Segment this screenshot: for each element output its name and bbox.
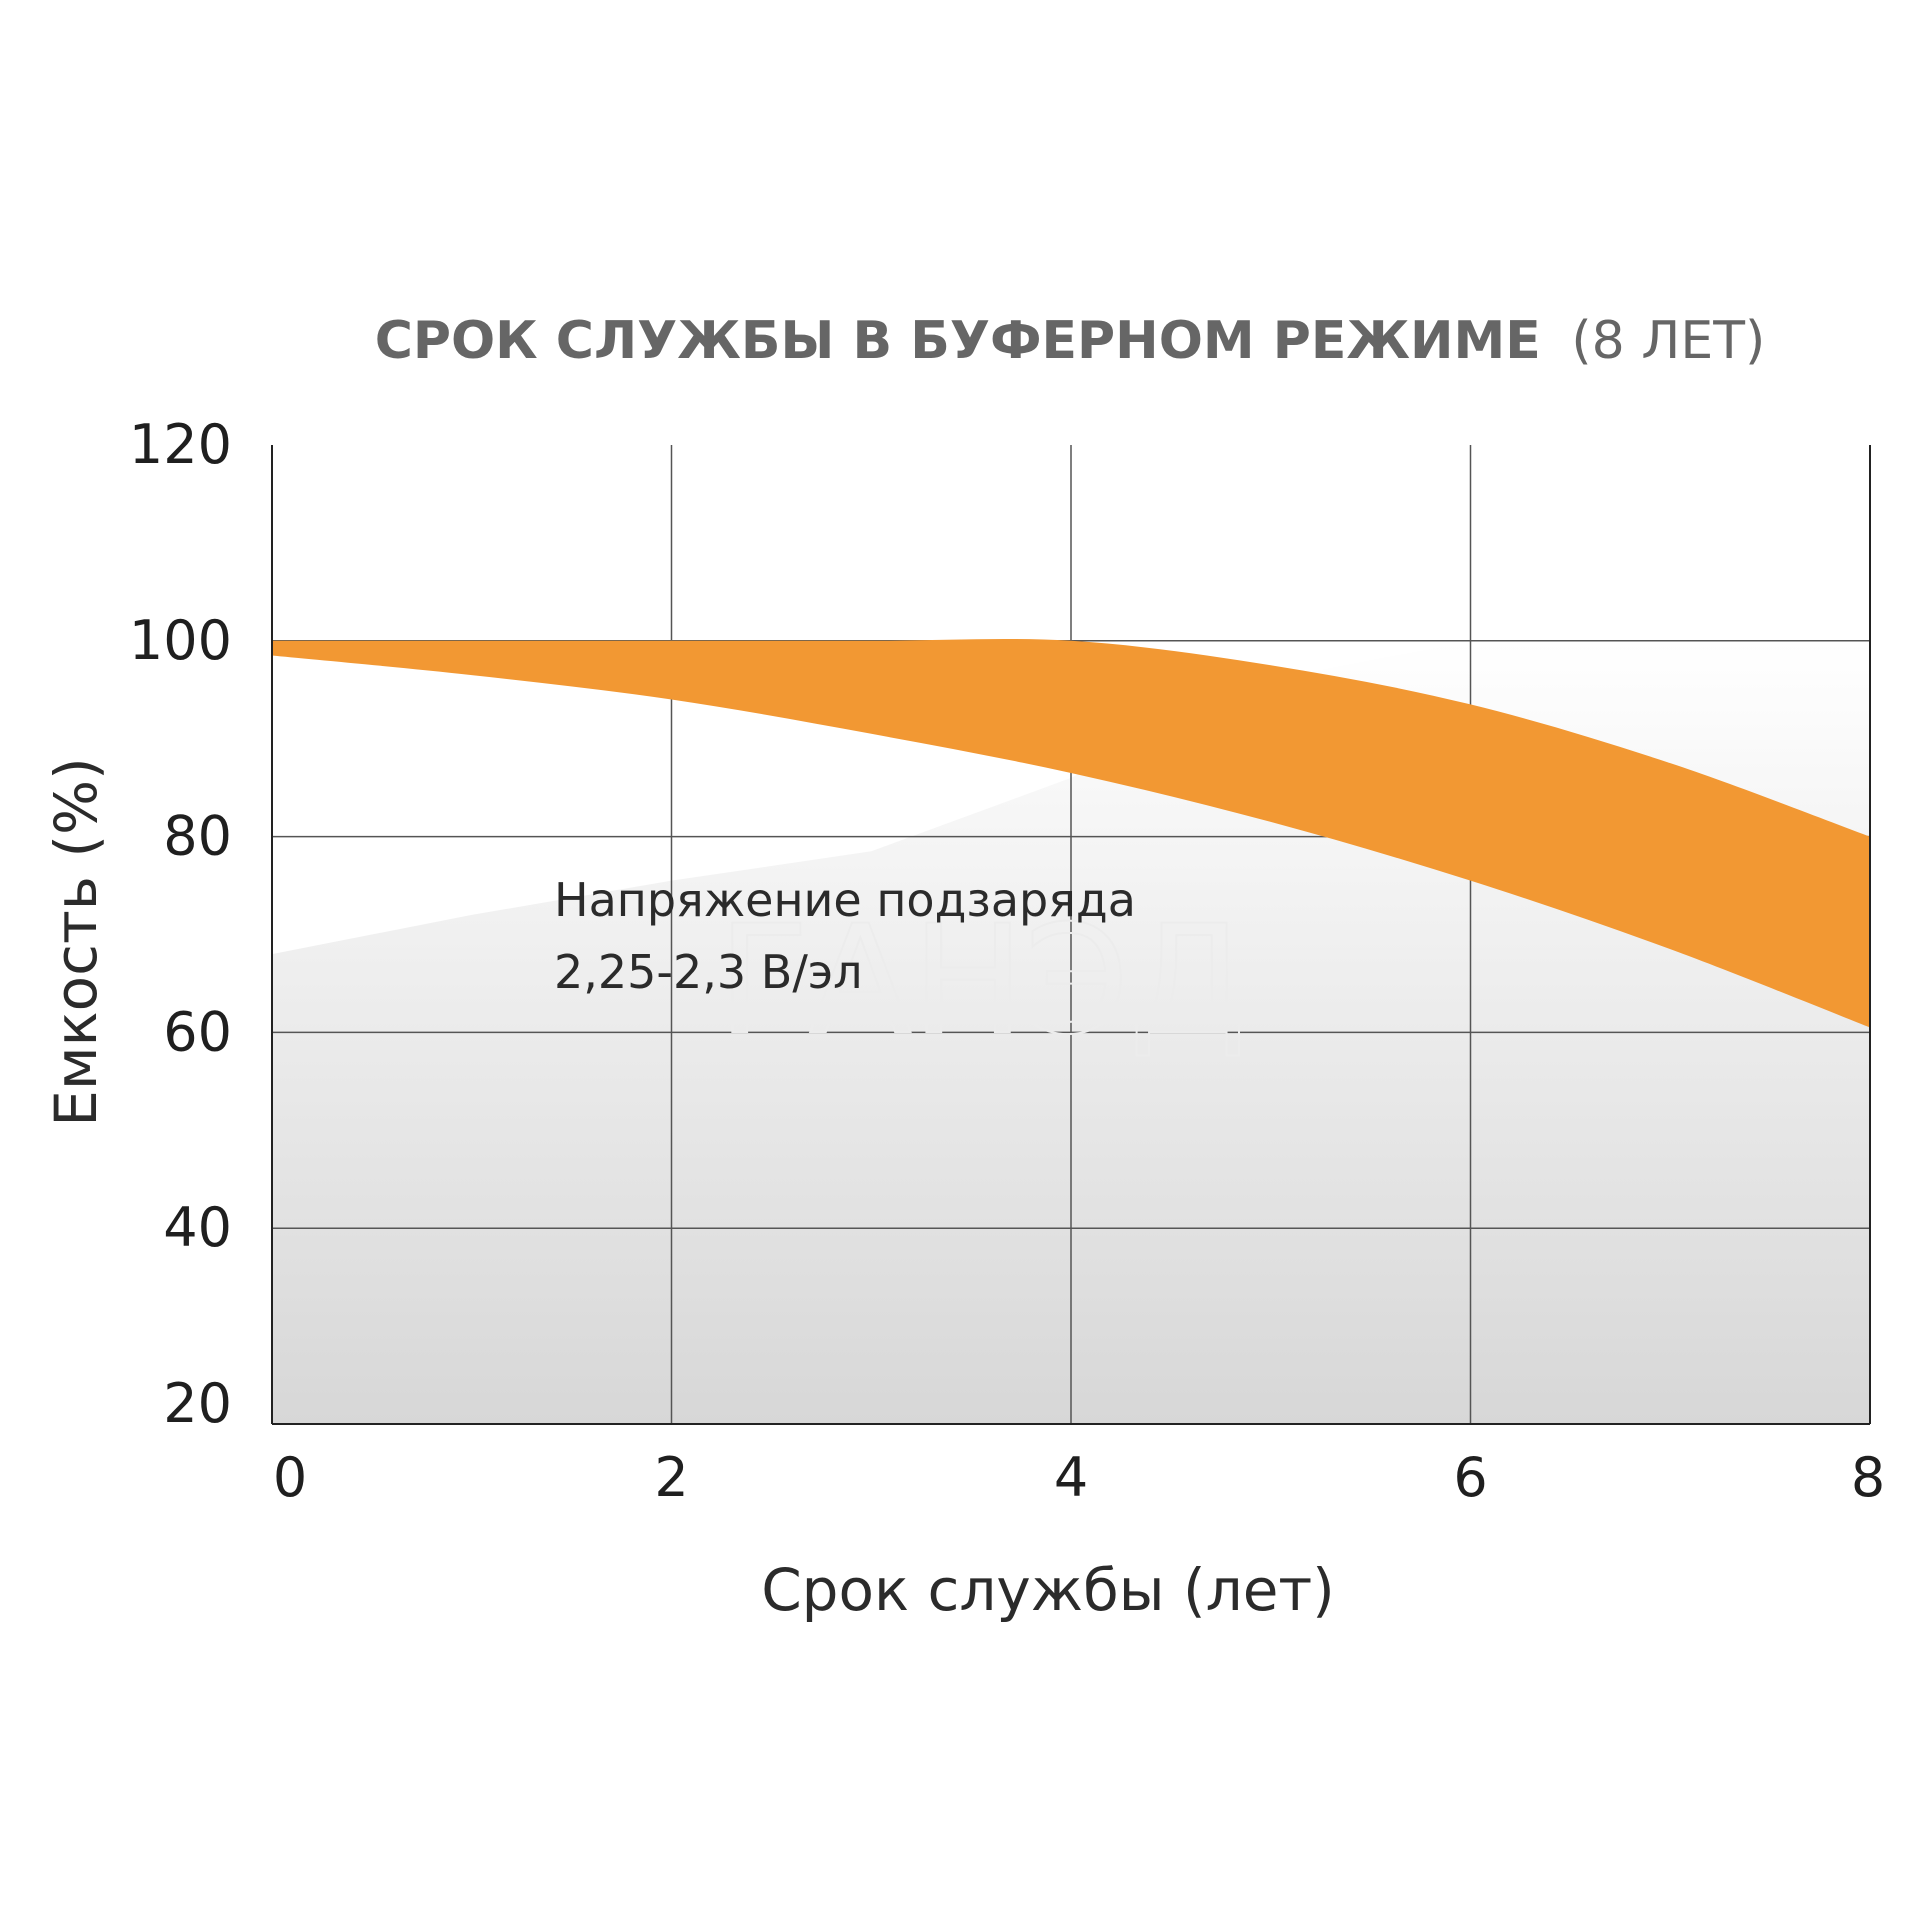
y-tick-label-60: 60 bbox=[163, 1000, 232, 1063]
watermark-text: ГАНЭД bbox=[718, 894, 1247, 1068]
y-tick-label-80: 80 bbox=[163, 805, 232, 868]
y-tick-label-40: 40 bbox=[163, 1196, 232, 1259]
y-axis-label: Емкость (%) bbox=[42, 757, 110, 1127]
x-tick-label-8: 8 bbox=[1851, 1446, 1885, 1509]
annotation-line-1: Напряжение подзаряда bbox=[554, 873, 1136, 927]
plot-area: 20 40 60 80 100 120 0 2 4 6 8 bbox=[129, 413, 1885, 1509]
capacity-band bbox=[272, 638, 1870, 1028]
x-axis-label: Срок службы (лет) bbox=[761, 1556, 1335, 1624]
x-tick-labels: 0 2 4 6 8 bbox=[273, 1446, 1885, 1509]
y-tick-label-100: 100 bbox=[129, 609, 232, 672]
x-tick-label-2: 2 bbox=[654, 1446, 688, 1509]
x-tick-label-6: 6 bbox=[1453, 1446, 1487, 1509]
x-tick-label-0: 0 bbox=[273, 1446, 307, 1509]
chart-title-suffix: (8 ЛЕТ) bbox=[1571, 311, 1765, 371]
y-tick-labels: 20 40 60 80 100 120 bbox=[129, 413, 232, 1435]
annotation-line-2: 2,25-2,3 В/эл bbox=[554, 945, 863, 999]
annotation-text: Напряжение подзаряда 2,25-2,3 В/эл bbox=[554, 873, 1151, 999]
x-tick-label-4: 4 bbox=[1054, 1446, 1088, 1509]
y-tick-label-120: 120 bbox=[129, 413, 232, 476]
grid-lines bbox=[272, 445, 1870, 1424]
y-tick-label-20: 20 bbox=[163, 1372, 232, 1435]
chart-title: СРОК СЛУЖБЫ В БУФЕРНОМ РЕЖИМЕ (8 ЛЕТ) bbox=[375, 311, 1766, 371]
chart-title-main: СРОК СЛУЖБЫ В БУФЕРНОМ РЕЖИМЕ bbox=[375, 311, 1541, 371]
